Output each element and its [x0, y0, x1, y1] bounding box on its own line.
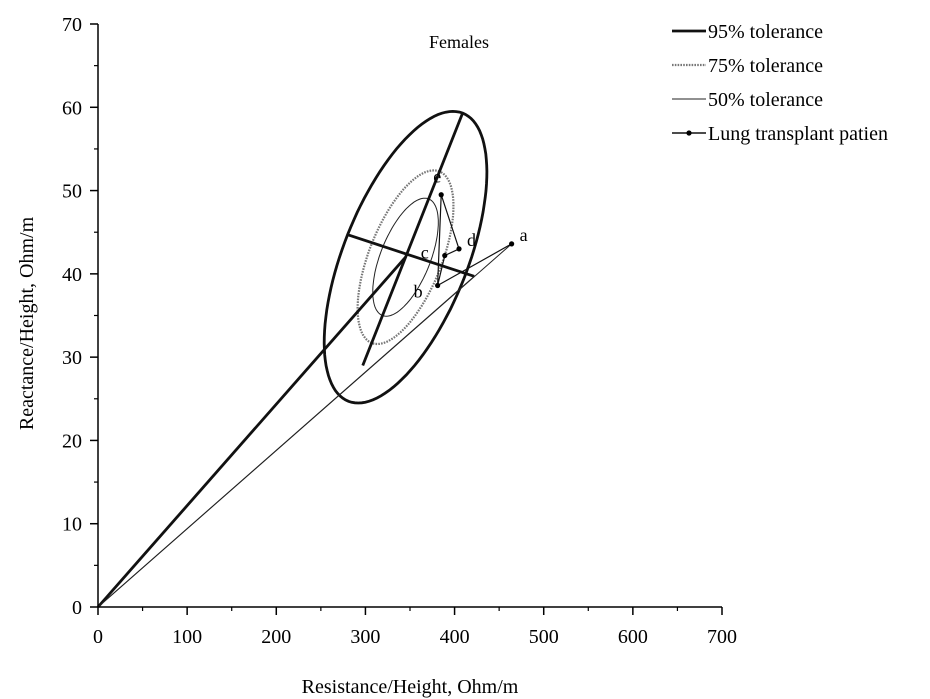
point-label: c	[421, 243, 429, 263]
reference-line	[347, 233, 475, 278]
y-tick-label: 30	[62, 347, 82, 369]
y-axis-title: Reactance/Height, Ohm/m	[16, 216, 38, 430]
reference-line	[96, 256, 407, 608]
legend-label: 95% tolerance	[708, 21, 823, 43]
x-tick-label: 200	[261, 626, 291, 648]
point-label: a	[520, 225, 528, 245]
patient-point	[442, 252, 448, 259]
plot-lines	[96, 109, 512, 608]
patient-point	[438, 192, 444, 198]
axes	[97, 24, 722, 608]
legend-label: Lung transplant patien	[708, 123, 888, 145]
y-tick-label: 50	[62, 181, 82, 203]
y-tick-label: 40	[62, 264, 82, 286]
legend-label: 50% tolerance	[708, 89, 823, 111]
patient-points: a bc d e	[414, 167, 528, 302]
x-tick-label: 0	[93, 626, 103, 648]
reference-line	[361, 112, 464, 366]
y-tick-label: 70	[62, 14, 82, 36]
y-tick-label: 10	[62, 514, 82, 536]
legend: 95% tolerance 75% tolerance 50% tolerance L…	[672, 21, 888, 145]
x-axis-title: Resistance/Height, Ohm/m	[302, 676, 519, 698]
point-label: b	[414, 282, 423, 302]
legend-label: 75% tolerance	[708, 55, 823, 77]
y-tick-label: 60	[62, 97, 82, 119]
reference-line	[97, 243, 512, 608]
point-label: d	[467, 230, 476, 250]
x-tick-label: 600	[618, 626, 648, 648]
x-tick-label: 400	[440, 626, 470, 648]
chart-title: Females	[429, 32, 489, 52]
y-tick-label: 20	[62, 430, 82, 452]
legend-marker	[686, 130, 692, 136]
patient-point	[435, 282, 441, 289]
x-tick-label: 100	[172, 626, 202, 648]
x-tick-label: 300	[350, 626, 380, 648]
x-tick-label: 500	[529, 626, 559, 648]
point-label: e	[433, 167, 441, 187]
patient-point	[456, 246, 462, 252]
y-tick-label: 0	[72, 597, 82, 619]
patient-trajectory-line	[437, 194, 512, 287]
x-tick-label: 700	[707, 626, 737, 648]
tolerance-ellipse	[322, 109, 489, 405]
patient-point	[509, 241, 515, 247]
